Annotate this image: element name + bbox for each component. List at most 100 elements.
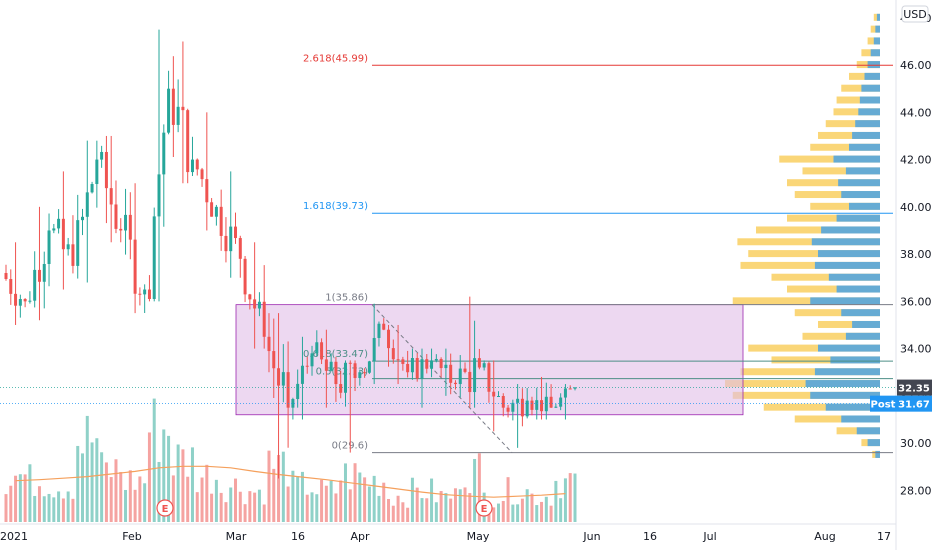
candle-body xyxy=(444,364,448,369)
volume-profile-bar xyxy=(818,131,880,139)
volume-bar xyxy=(95,438,99,522)
currency-label: USD xyxy=(903,8,927,21)
candle-body xyxy=(171,88,175,125)
volume-profile-up-bar xyxy=(855,120,880,128)
candle-body xyxy=(210,202,214,217)
volume-profile-up-bar xyxy=(873,37,880,45)
volume-bar xyxy=(47,493,51,522)
candle-body xyxy=(339,384,343,393)
candle-body xyxy=(61,218,65,250)
candle-body xyxy=(95,159,99,185)
volume-bar xyxy=(492,507,496,522)
volume-bar xyxy=(449,498,453,522)
candle-body xyxy=(305,365,309,367)
candle-body xyxy=(568,388,572,390)
candle-body xyxy=(425,359,429,369)
candle-body xyxy=(190,159,194,173)
volume-profile-up-bar xyxy=(841,415,880,423)
volume-bar xyxy=(124,489,128,522)
candle-body xyxy=(200,169,204,180)
volume-bar xyxy=(277,454,281,522)
volume-bar xyxy=(496,503,500,522)
candle-body xyxy=(463,368,467,372)
volume-bar xyxy=(315,494,319,522)
fib-level-label: 2.618(45.99) xyxy=(303,53,368,64)
volume-bar xyxy=(104,462,108,522)
candle-body xyxy=(516,398,520,403)
y-tick-label: 30.00 xyxy=(900,437,932,450)
volume-profile-bar xyxy=(787,214,880,222)
x-tick-label: 2021 xyxy=(0,530,28,543)
volume-bar xyxy=(396,495,400,522)
candle-body xyxy=(310,353,314,367)
volume-bar xyxy=(530,493,534,522)
candle-body xyxy=(214,206,218,217)
volume-profile-bar xyxy=(833,108,880,116)
candle-body xyxy=(535,400,539,410)
volume-bar xyxy=(367,486,371,522)
volume-profile-up-bar xyxy=(849,143,880,151)
volume-bar xyxy=(57,491,61,522)
volume-bar xyxy=(506,477,510,522)
volume-bar xyxy=(71,498,75,522)
volume-bar xyxy=(234,478,238,522)
volume-profile-bar xyxy=(740,368,880,376)
volume-profile-up-bar xyxy=(867,439,880,447)
candle-body xyxy=(205,179,209,203)
candle-body xyxy=(286,372,290,408)
volume-bar xyxy=(439,491,443,522)
candle-body xyxy=(76,220,80,266)
candle-body xyxy=(81,216,85,221)
currency-box xyxy=(901,5,929,23)
volume-bar xyxy=(147,432,151,522)
volume-bar xyxy=(52,497,56,522)
volume-moving-average xyxy=(15,465,566,498)
volume-profile-bar xyxy=(825,120,880,128)
fib-level-label: 1.618(39.73) xyxy=(303,201,368,212)
candle-body xyxy=(181,106,185,111)
volume-bar xyxy=(195,492,199,522)
candle-body xyxy=(267,336,271,352)
volume-bar xyxy=(382,482,386,522)
volume-bar xyxy=(463,487,467,522)
candle-body xyxy=(124,214,128,231)
volume-bar xyxy=(420,498,424,522)
volume-profile-up-bar xyxy=(838,179,880,187)
volume-bar xyxy=(214,479,218,522)
volume-bar xyxy=(133,489,137,522)
volume-bar xyxy=(568,473,572,522)
volume-bar xyxy=(76,445,80,522)
volume-profile-up-bar xyxy=(805,380,880,388)
volume-bar xyxy=(559,498,563,522)
volume-bar xyxy=(477,453,481,522)
rectangle-zone xyxy=(235,304,744,416)
volume-bar xyxy=(544,496,548,522)
volume-bar xyxy=(262,504,266,522)
volume-bar xyxy=(535,505,539,522)
x-tick-label: Apr xyxy=(350,530,370,543)
candle-body xyxy=(496,395,500,397)
volume-profile-up-bar xyxy=(861,84,880,92)
candle-body xyxy=(277,368,281,386)
last-price-badge xyxy=(897,379,932,396)
volume-profile-bar xyxy=(779,155,880,163)
candle-body xyxy=(473,358,477,393)
candle-body xyxy=(47,230,51,264)
candle-body xyxy=(253,299,257,309)
candle-body xyxy=(243,258,247,295)
volume-profile-up-bar xyxy=(841,309,880,317)
volume-bar xyxy=(128,470,132,522)
candle-body xyxy=(238,238,242,259)
volume-bar xyxy=(406,507,410,522)
volume-bar xyxy=(310,492,314,522)
candle-body xyxy=(415,358,419,379)
volume-bar xyxy=(468,493,472,522)
earnings-marker-label: E xyxy=(162,504,169,515)
volume-bar xyxy=(14,475,18,522)
volume-profile-up-bar xyxy=(875,450,880,458)
volume-bar xyxy=(520,498,524,522)
candle-body xyxy=(320,342,324,360)
x-tick-label: 16 xyxy=(291,530,305,543)
